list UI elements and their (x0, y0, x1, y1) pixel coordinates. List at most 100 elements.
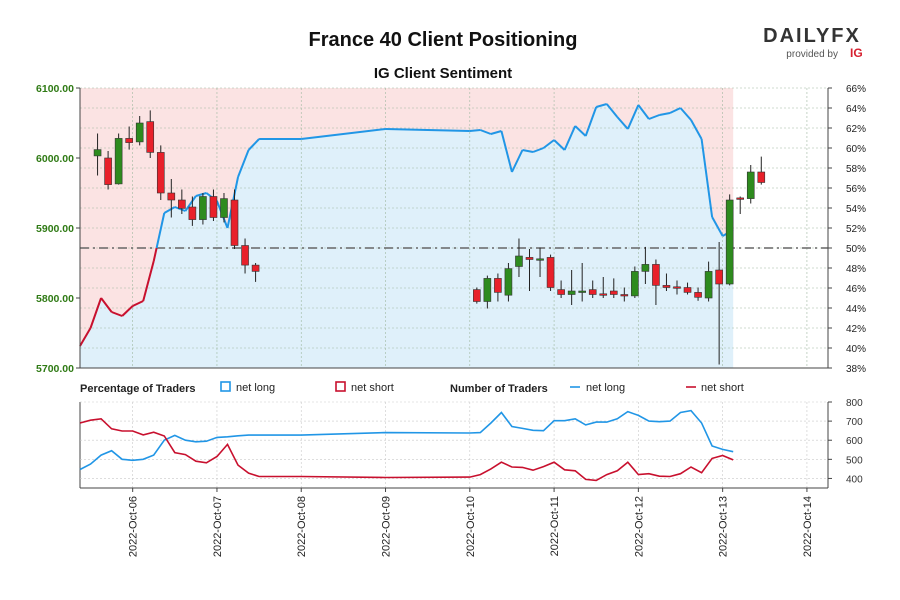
legend-traders-short-label: net short (701, 382, 744, 394)
candle-body (209, 196, 218, 218)
percent-tick-label: 38% (846, 364, 866, 375)
sentiment-line-segment (584, 106, 598, 137)
percent-tick-label: 64% (846, 104, 866, 115)
candle-body (599, 293, 608, 296)
percent-tick-label: 54% (846, 204, 866, 215)
sentiment-line-segment (132, 300, 144, 307)
date-tick-label: 2022-Oct-13 (718, 496, 730, 557)
date-tick-label: 2022-Oct-11 (549, 496, 561, 556)
percent-tick-label: 56% (846, 184, 866, 195)
legend-net-short-label: net short (351, 382, 394, 394)
sentiment-line-segment (79, 327, 92, 347)
candle-body (746, 171, 755, 199)
legend-net-long-label: net long (236, 382, 275, 394)
candle-body (104, 157, 112, 185)
price-tick-label: 5700.00 (36, 363, 74, 375)
candle-body (536, 258, 544, 261)
traders-tick-label: 800 (846, 398, 863, 409)
sentiment-line-segment (469, 129, 481, 132)
percent-tick-label: 62% (846, 124, 866, 135)
sentiment-line-segment (563, 125, 577, 151)
candle-body (156, 152, 165, 194)
candle-body (631, 271, 639, 297)
candle-body (736, 197, 745, 200)
traders-tick-label: 500 (846, 455, 863, 466)
candle-body (588, 289, 597, 295)
date-tick-label: 2022-Oct-07 (212, 496, 224, 557)
sentiment-line-segment (142, 260, 155, 302)
percent-tick-label: 66% (846, 84, 866, 95)
sentiment-line-segment (100, 297, 113, 313)
legend-traders-long-label: net long (586, 382, 625, 394)
legend-percentage-label: Percentage of Traders (80, 383, 196, 395)
candle-body (483, 278, 492, 302)
date-tick-label: 2022-Oct-14 (802, 496, 814, 557)
candle-body (515, 255, 523, 267)
traders-tick-label: 400 (846, 474, 863, 485)
price-tick-label: 5800.00 (36, 293, 74, 305)
candle-body (494, 278, 502, 293)
sentiment-line-segment (637, 104, 650, 120)
candle-body (673, 286, 681, 289)
traders-net-short-line (79, 417, 734, 482)
percent-tick-label: 42% (846, 324, 866, 335)
candle-body (135, 122, 144, 143)
candle-body (609, 290, 618, 295)
candle-body (188, 206, 197, 220)
candle-body (114, 138, 123, 185)
candle-body (230, 199, 239, 246)
date-tick-label: 2022-Oct-10 (465, 496, 477, 557)
candle-body (578, 290, 586, 293)
candle-body (178, 199, 186, 209)
percent-tick-label: 52% (846, 224, 866, 235)
brand-provided-by: provided by (786, 49, 838, 60)
sentiment-line-segment (121, 305, 134, 317)
price-tick-label: 6000.00 (36, 153, 74, 165)
candle-body (220, 198, 228, 218)
candle-body (757, 171, 766, 183)
net-short-area (80, 88, 734, 346)
date-tick-label: 2022-Oct-09 (381, 496, 393, 557)
date-tick-label: 2022-Oct-06 (128, 496, 140, 557)
price-tick-label: 6100.00 (36, 83, 74, 95)
sentiment-line-segment (184, 195, 197, 212)
candle-body (694, 292, 702, 298)
sentiment-line-segment (690, 119, 703, 140)
candle-body (251, 264, 260, 272)
sentiment-line-segment (700, 138, 714, 218)
candle-body (662, 285, 671, 288)
sentiment-line-segment (89, 297, 103, 329)
percent-tick-label: 48% (846, 264, 866, 275)
sentiment-line-segment (511, 149, 524, 173)
legend-net-long-swatch (220, 381, 231, 392)
legend-number-label: Number of Traders (450, 383, 548, 395)
sentiment-line-segment (500, 130, 513, 173)
sentiment-line-segment (711, 216, 724, 237)
percent-tick-label: 60% (846, 144, 866, 155)
sentiment-line-segment (195, 192, 207, 197)
legend: Percentage of Traders net long net short… (80, 381, 744, 395)
candle-body (567, 290, 576, 295)
sentiment-line-segment (648, 114, 660, 120)
sentiment-line-segment (490, 130, 502, 135)
traders-tick-label: 700 (846, 417, 863, 428)
sentiment-line-segment (669, 107, 681, 114)
candle-body (473, 289, 481, 302)
sentiment-line-segment (626, 104, 640, 130)
date-tick-label: 2022-Oct-08 (296, 496, 308, 557)
sentiment-line-segment (542, 139, 555, 149)
sentiment-line-segment (532, 147, 544, 153)
candle-body (546, 257, 555, 288)
candle-body (167, 192, 176, 201)
brand-logo: DAILYFX provided by IG (763, 25, 863, 60)
candle-body (525, 257, 534, 260)
candle-body (725, 199, 734, 285)
candle-body (504, 268, 513, 296)
candle-body (715, 269, 723, 285)
candle-body (704, 271, 713, 299)
sentiment-line-segment (479, 129, 492, 135)
sentiment-line-segment (155, 212, 166, 249)
candle-body (199, 196, 207, 220)
sentiment-line-segment (163, 206, 176, 214)
